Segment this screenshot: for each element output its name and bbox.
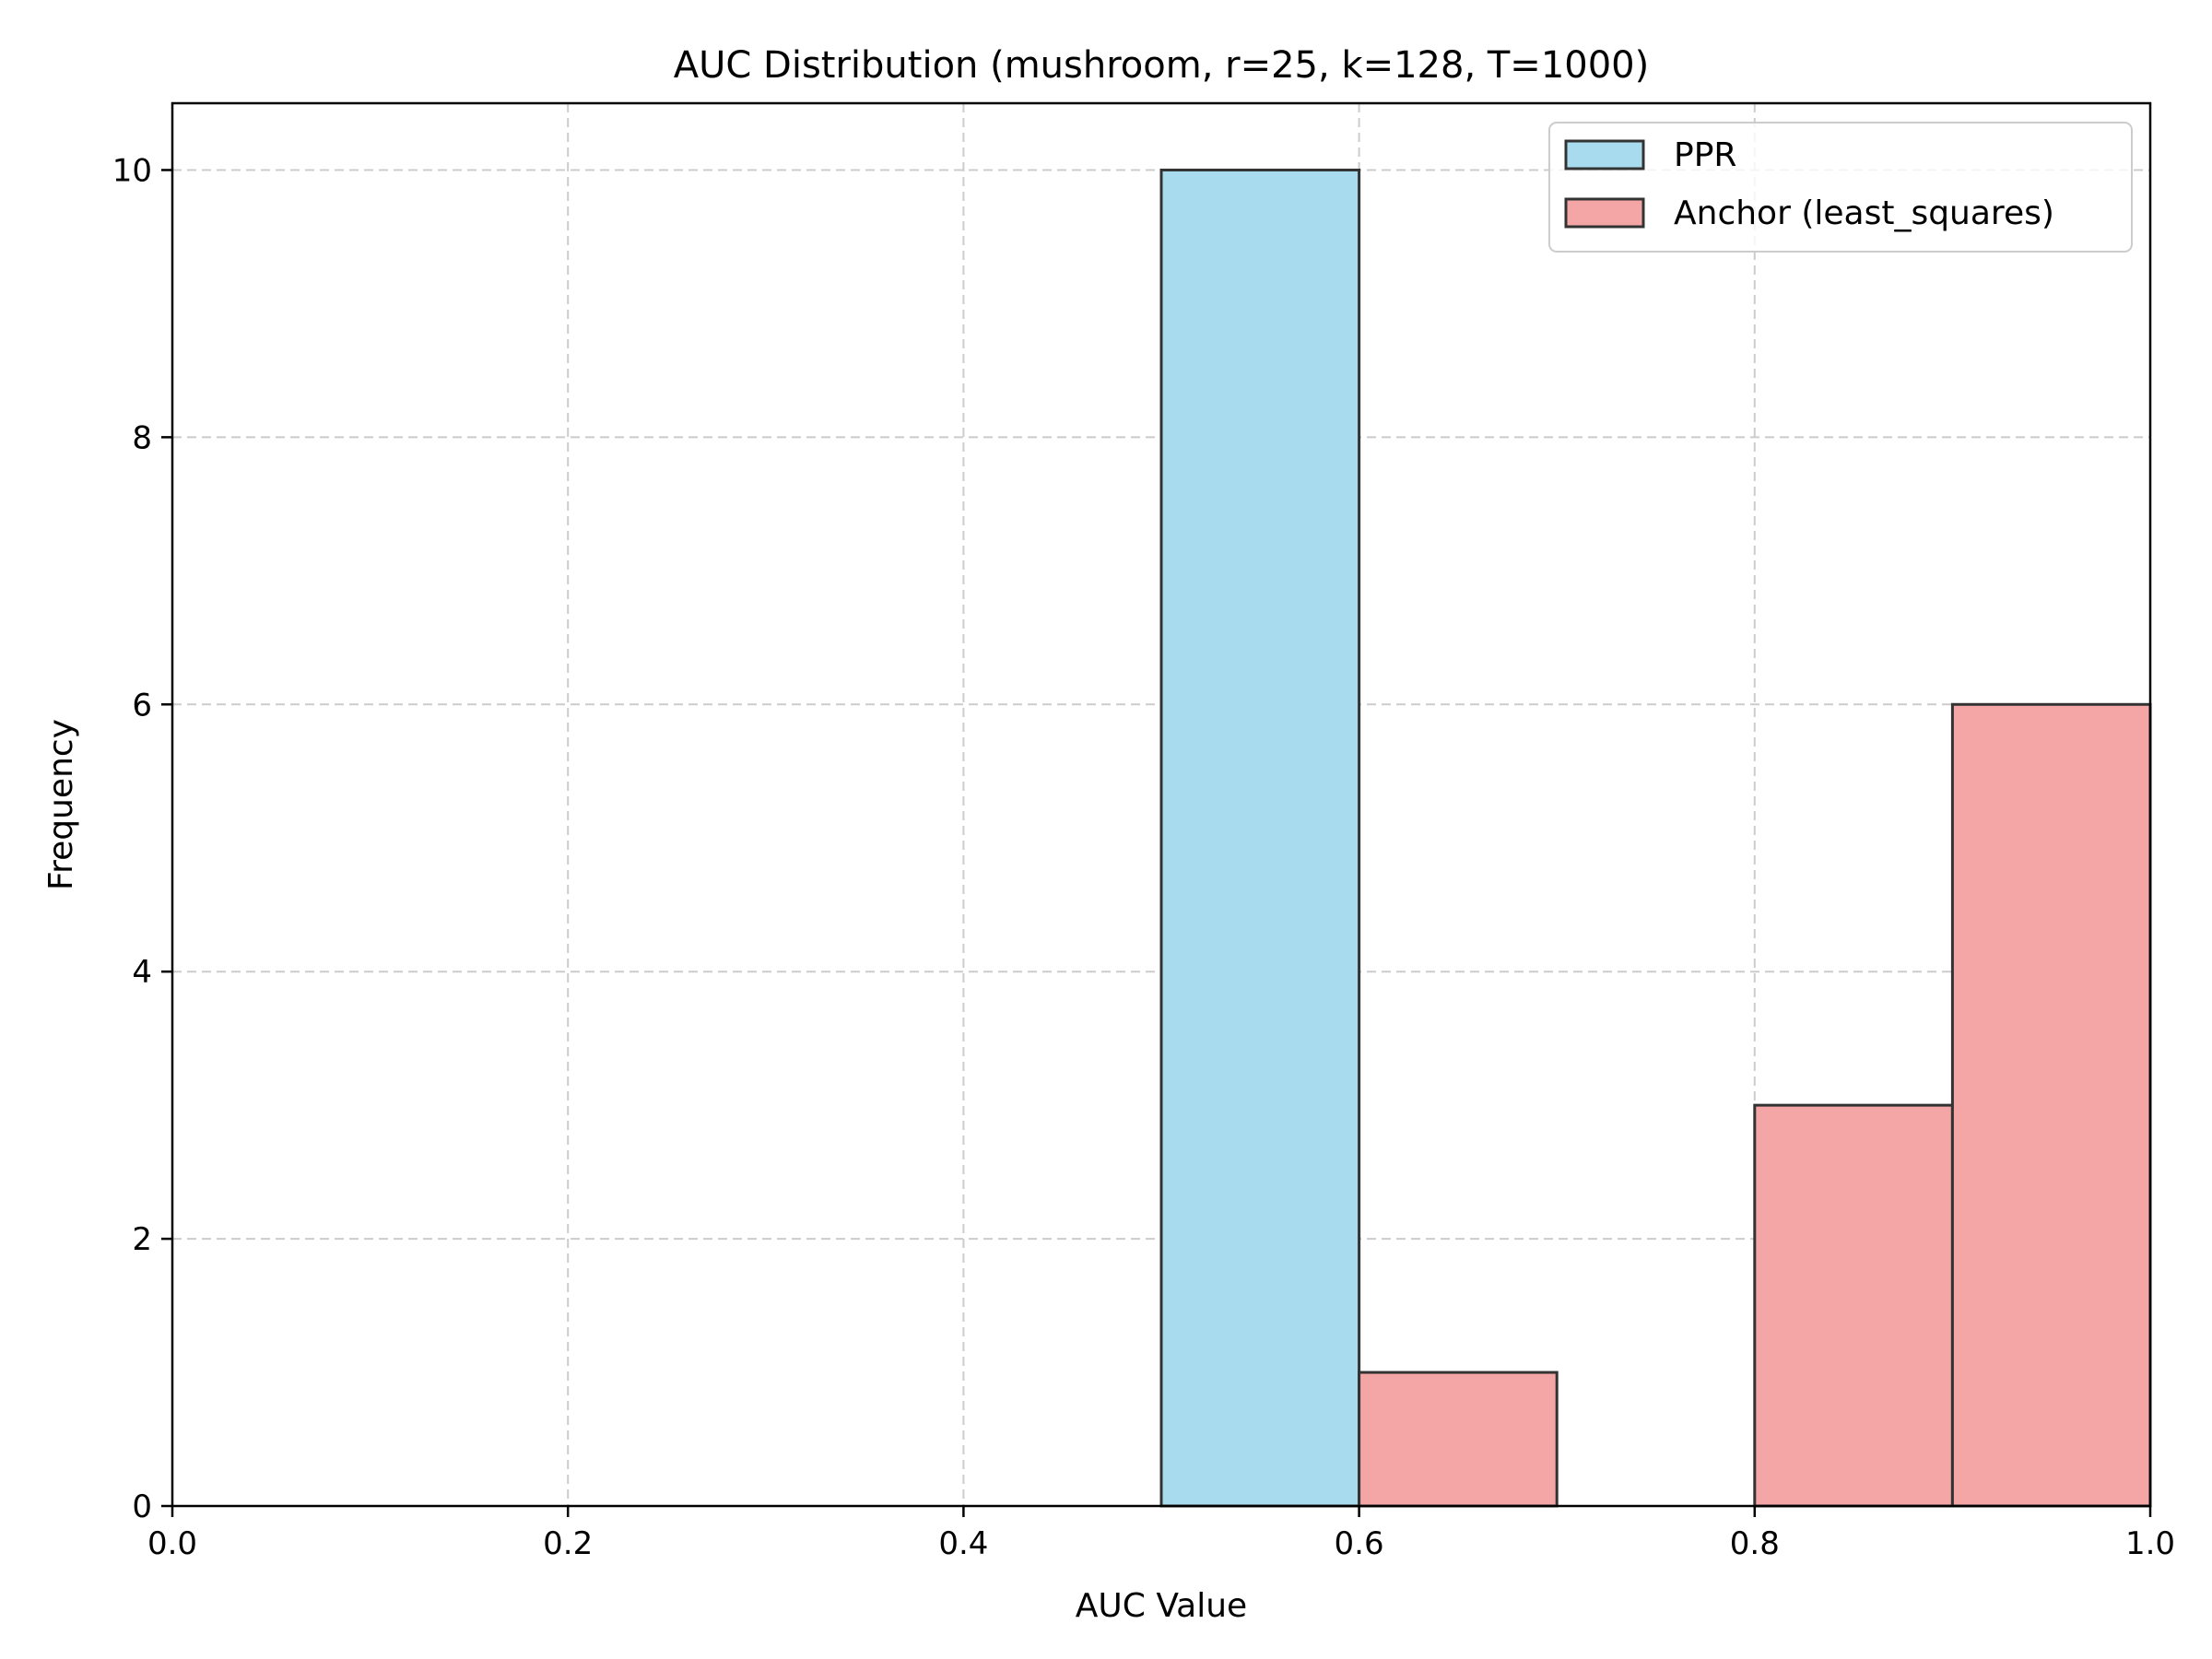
y-tick-label: 8	[132, 419, 152, 456]
x-axis-label: AUC Value	[1076, 1587, 1247, 1625]
legend-box	[1548, 122, 2133, 253]
bar-ppr	[1159, 168, 1361, 1508]
y-axis-ticks: 0 2 4 6 8 10	[112, 152, 172, 1525]
legend-label-anchor: Anchor (least_squares)	[1674, 194, 2054, 232]
legend-swatch-ppr	[1564, 139, 1645, 171]
y-tick-label: 0	[132, 1488, 152, 1525]
legend: PPR Anchor (least_squares)	[1548, 122, 2133, 253]
bars	[1159, 168, 2152, 1508]
plot-frame	[171, 101, 2152, 1508]
y-tick-label: 4	[132, 954, 152, 991]
y-tick-label: 10	[112, 152, 152, 189]
x-tick-label: 0.2	[543, 1525, 593, 1562]
y-axis-label: Frequency	[42, 719, 80, 890]
x-tick-label: 0.4	[938, 1525, 988, 1562]
bar-anchor	[1358, 1371, 1559, 1508]
chart-title: AUC Distribution (mushroom, r=25, k=128,…	[674, 44, 1649, 87]
x-tick-label: 0.8	[1730, 1525, 1780, 1562]
bar-anchor	[1753, 1103, 1954, 1508]
x-axis-ticks: 0.0 0.2 0.4 0.6 0.8 1.0	[147, 1506, 2175, 1562]
legend-label-ppr: PPR	[1674, 136, 1736, 174]
legend-swatch-anchor	[1564, 197, 1645, 229]
x-tick-label: 1.0	[2125, 1525, 2175, 1562]
x-tick-label: 0.6	[1335, 1525, 1384, 1562]
y-tick-label: 6	[132, 687, 152, 724]
bar-anchor	[1950, 702, 2152, 1508]
x-tick-label: 0.0	[147, 1525, 197, 1562]
y-tick-label: 2	[132, 1221, 152, 1258]
